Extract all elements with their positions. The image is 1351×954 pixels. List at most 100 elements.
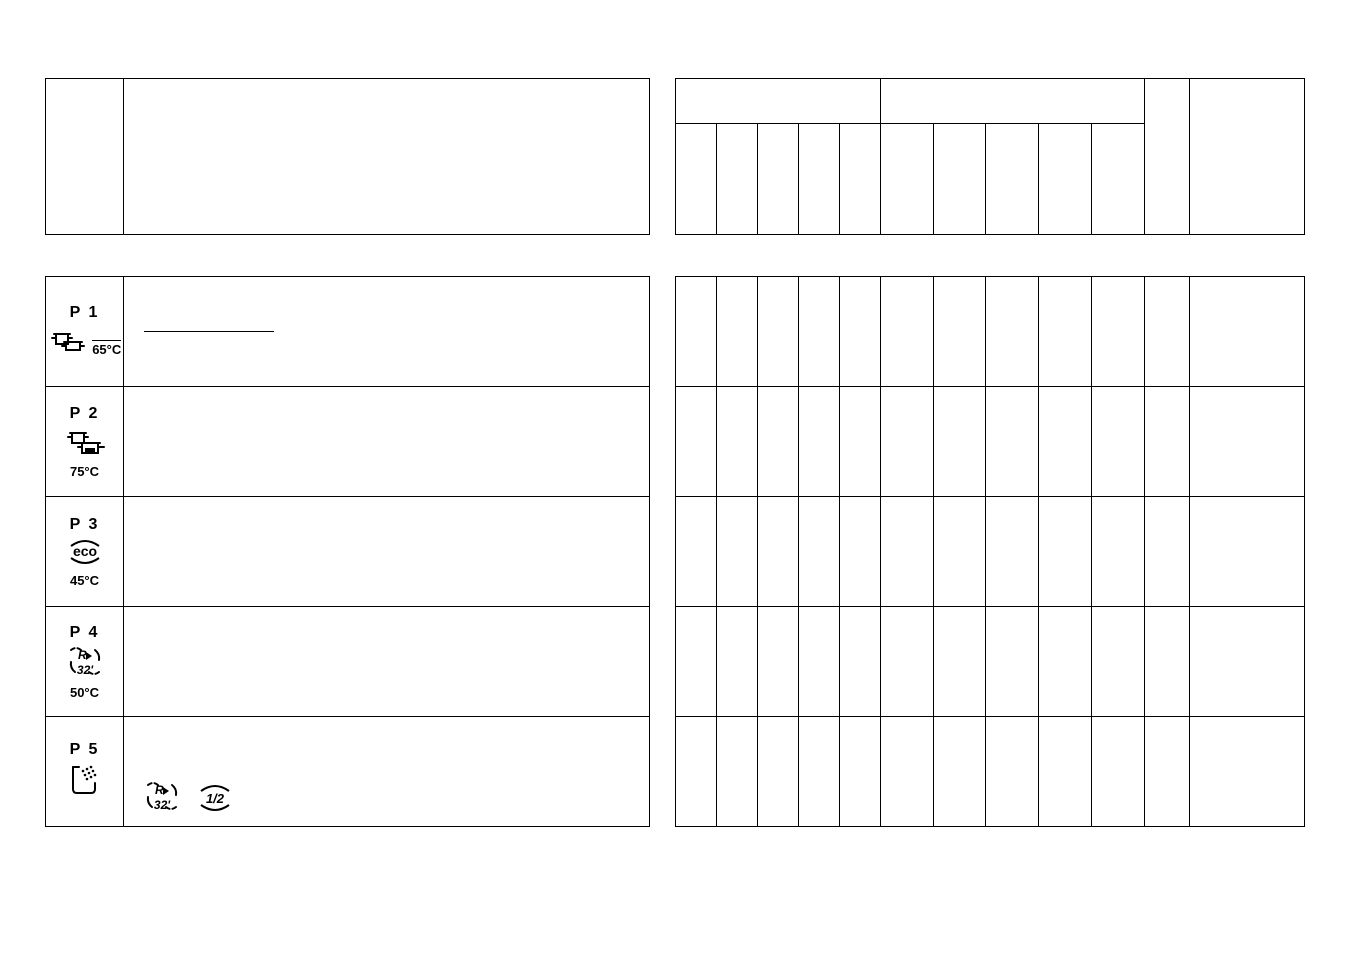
cell-r1-c10 (1092, 277, 1145, 387)
cell-r3-c8 (986, 497, 1039, 607)
program-cell-p5: P 5 (46, 717, 124, 827)
header-sub-1-3 (757, 124, 798, 235)
cell-r5-c5 (839, 717, 880, 827)
header-group-1 (676, 79, 881, 124)
cell-r1-c4 (798, 277, 839, 387)
cell-r3-c3 (757, 497, 798, 607)
cell-r2-c10 (1092, 387, 1145, 497)
cell-r1-c8 (986, 277, 1039, 387)
cell-r2-c9 (1039, 387, 1092, 497)
pots-heavy-icon (64, 425, 106, 457)
cell-r3-c4 (798, 497, 839, 607)
cell-r2-c4 (798, 387, 839, 497)
cell-r4-c11 (1145, 607, 1190, 717)
header-cell-description (124, 79, 650, 235)
cell-r5-c7 (933, 717, 986, 827)
page: P 1 65°C P 2 (0, 0, 1351, 954)
program-cell-p2: P 2 75°C (46, 387, 124, 497)
program-code: P 3 (46, 516, 123, 534)
svg-text:R: R (78, 648, 87, 662)
cell-r5-c12 (1190, 717, 1305, 827)
cell-r5-c8 (986, 717, 1039, 827)
cell-r1-c12 (1190, 277, 1305, 387)
header-sub-2-4 (1039, 124, 1092, 235)
left-body-table: P 1 65°C P 2 (45, 276, 650, 827)
program-code: P 1 (46, 304, 123, 322)
cell-r2-c11 (1145, 387, 1190, 497)
cell-r3-c1 (676, 497, 717, 607)
program-cell-p3: P 3 eco 45°C (46, 497, 124, 607)
cell-r5-c10 (1092, 717, 1145, 827)
header-col-3 (1145, 79, 1190, 235)
cell-r4-c5 (839, 607, 880, 717)
rinse-icon (67, 761, 103, 797)
cell-r4-c9 (1039, 607, 1092, 717)
right-body-table (675, 276, 1305, 827)
header-sub-2-1 (880, 124, 933, 235)
cell-r2-c7 (933, 387, 986, 497)
underline (144, 331, 274, 332)
header-col-4 (1190, 79, 1305, 235)
header-cell-program (46, 79, 124, 235)
program-temp: 45°C (46, 573, 123, 588)
description-cell-p1 (124, 277, 650, 387)
svg-text:R: R (155, 783, 164, 797)
cell-r3-c6 (880, 497, 933, 607)
cell-r2-c8 (986, 387, 1039, 497)
cell-r1-c7 (933, 277, 986, 387)
program-cell-p4: P 4 R 32' 50°C (46, 607, 124, 717)
cell-r3-c5 (839, 497, 880, 607)
cell-r2-c6 (880, 387, 933, 497)
program-code: P 4 (46, 624, 123, 642)
cell-r5-c2 (716, 717, 757, 827)
cell-r3-c11 (1145, 497, 1190, 607)
pots-icon (48, 324, 88, 354)
cell-r4-c2 (716, 607, 757, 717)
cell-r1-c2 (716, 277, 757, 387)
header-sub-2-2 (933, 124, 986, 235)
header-sub-2-3 (986, 124, 1039, 235)
description-cell-p5: R 32' 1/2 (124, 717, 650, 827)
cell-r2-c12 (1190, 387, 1305, 497)
cell-r4-c1 (676, 607, 717, 717)
cell-r1-c1 (676, 277, 717, 387)
program-code: P 5 (46, 741, 123, 759)
right-header-table (675, 78, 1305, 235)
cell-r1-c6 (880, 277, 933, 387)
description-cell-p2 (124, 387, 650, 497)
cell-r4-c10 (1092, 607, 1145, 717)
cell-r1-c5 (839, 277, 880, 387)
cell-r5-c3 (757, 717, 798, 827)
cell-r5-c1 (676, 717, 717, 827)
cell-r2-c2 (716, 387, 757, 497)
cell-r1-c11 (1145, 277, 1190, 387)
svg-text:1/2: 1/2 (206, 791, 225, 806)
program-temp: 75°C (46, 464, 123, 479)
header-sub-1-2 (716, 124, 757, 235)
description-cell-p4 (124, 607, 650, 717)
cell-r3-c9 (1039, 497, 1092, 607)
cell-r5-c4 (798, 717, 839, 827)
cell-r3-c7 (933, 497, 986, 607)
cell-r2-c5 (839, 387, 880, 497)
half-load-icon: 1/2 (196, 783, 234, 813)
header-sub-2-5 (1092, 124, 1145, 235)
left-header-table (45, 78, 650, 235)
cell-r4-c7 (933, 607, 986, 717)
cell-r3-c12 (1190, 497, 1305, 607)
description-cell-p3 (124, 497, 650, 607)
cell-r4-c3 (757, 607, 798, 717)
cell-r1-c3 (757, 277, 798, 387)
header-sub-1-1 (676, 124, 717, 235)
cell-r5-c6 (880, 717, 933, 827)
program-temp: 65°C (92, 340, 121, 357)
cell-r4-c6 (880, 607, 933, 717)
cell-r3-c2 (716, 497, 757, 607)
cell-r3-c10 (1092, 497, 1145, 607)
svg-text:32': 32' (76, 663, 93, 677)
program-code: P 2 (46, 405, 123, 423)
svg-text:32': 32' (154, 798, 171, 812)
header-group-2 (880, 79, 1145, 124)
cell-r4-c8 (986, 607, 1039, 717)
cell-r2-c3 (757, 387, 798, 497)
